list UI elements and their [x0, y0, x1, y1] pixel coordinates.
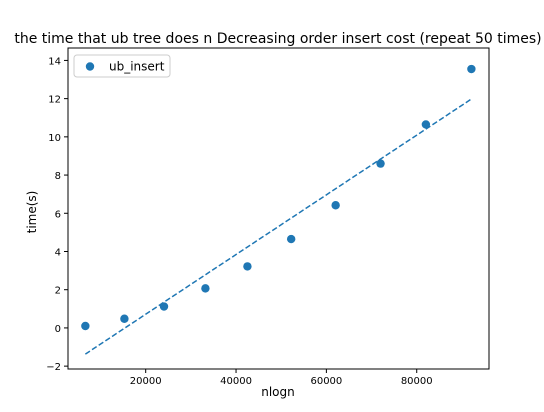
- y-tick-label: 6: [55, 209, 61, 220]
- data-point: [421, 120, 431, 129]
- x-tick-label: 20000: [130, 376, 162, 387]
- data-point: [376, 159, 385, 168]
- x-tick-label: 60000: [310, 376, 342, 387]
- data-point: [120, 314, 129, 323]
- y-tick-label: 0: [55, 324, 61, 335]
- y-axis-label: time(s): [25, 191, 39, 234]
- data-point: [159, 302, 169, 311]
- data-point: [331, 201, 340, 210]
- x-axis-label: nlogn: [261, 385, 295, 399]
- y-tick-label: −2: [46, 362, 61, 373]
- fit-line: [84, 98, 472, 355]
- chart-title: the time that ub tree does n Decreasing …: [14, 31, 541, 47]
- plot-area: 20000 40000 60000 80000 −2 0 2 4 6 8 10 12 14: [46, 47, 490, 387]
- y-tick-label: 14: [48, 56, 61, 67]
- legend-marker: [85, 62, 95, 71]
- y-tick-label: 2: [55, 286, 61, 297]
- legend: ub_insert: [73, 54, 171, 78]
- x-tick-label: 80000: [401, 376, 433, 387]
- x-tick-label: 40000: [220, 376, 252, 387]
- legend-label: ub_insert: [109, 60, 165, 74]
- data-point: [243, 262, 252, 271]
- y-tick-label: 10: [48, 133, 61, 144]
- legend-box: [73, 54, 171, 78]
- y-tick-label: 4: [55, 247, 61, 258]
- data-point: [467, 64, 476, 74]
- data-point: [286, 234, 296, 244]
- y-tick-label: 8: [55, 171, 61, 182]
- y-tick-label: 12: [48, 95, 61, 106]
- data-point: [81, 321, 90, 331]
- data-point: [201, 284, 210, 293]
- axes-frame: [67, 47, 490, 370]
